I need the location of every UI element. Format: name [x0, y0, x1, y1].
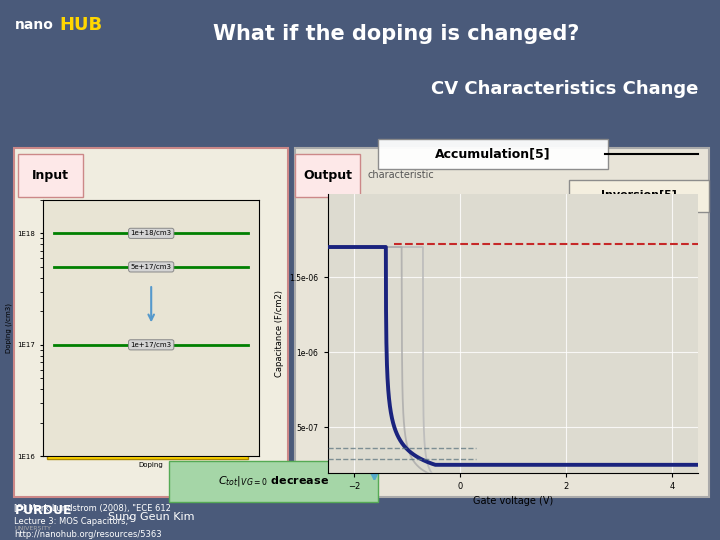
FancyBboxPatch shape — [169, 461, 378, 502]
FancyBboxPatch shape — [461, 410, 659, 442]
FancyBboxPatch shape — [439, 325, 641, 365]
X-axis label: Doping: Doping — [139, 462, 163, 468]
FancyBboxPatch shape — [295, 147, 709, 497]
Y-axis label: Capacitance (F/cm2): Capacitance (F/cm2) — [275, 290, 284, 377]
Text: characteristic: characteristic — [367, 170, 434, 180]
Text: UNIVERSITY: UNIVERSITY — [14, 526, 51, 531]
X-axis label: Gate voltage (V): Gate voltage (V) — [473, 496, 553, 506]
Ellipse shape — [339, 206, 393, 260]
Text: Inversion[5]: Inversion[5] — [601, 190, 678, 200]
Text: Doping decrease: Doping decrease — [89, 431, 207, 444]
FancyBboxPatch shape — [14, 147, 288, 497]
Text: Accumulation[5]: Accumulation[5] — [436, 147, 551, 160]
Text: [5] Mark Lundstrom (2008), "ECE 612
Lecture 3: MOS Capacitors,"
http://nanohub.o: [5] Mark Lundstrom (2008), "ECE 612 Lect… — [14, 504, 171, 539]
FancyBboxPatch shape — [569, 179, 709, 212]
Text: Output: Output — [303, 169, 352, 182]
Text: CV Characteristics Change: CV Characteristics Change — [431, 80, 698, 98]
FancyBboxPatch shape — [47, 416, 248, 459]
FancyBboxPatch shape — [18, 154, 83, 197]
Text: Input: Input — [32, 169, 69, 182]
Text: Depletion [5]: Depletion [5] — [519, 421, 601, 431]
Text: Doping decrease: Doping decrease — [481, 338, 599, 351]
FancyBboxPatch shape — [378, 139, 608, 169]
Y-axis label: Doping (/cm3): Doping (/cm3) — [6, 303, 12, 353]
Text: 1e+18/cm3: 1e+18/cm3 — [130, 231, 172, 237]
Text: nano: nano — [14, 18, 53, 31]
FancyBboxPatch shape — [295, 154, 360, 197]
Text: $C_{tot}|_{VG=0}$ decrease: $C_{tot}|_{VG=0}$ decrease — [218, 474, 329, 488]
Text: 1e+17/cm3: 1e+17/cm3 — [130, 342, 172, 348]
Text: 5e+17/cm3: 5e+17/cm3 — [131, 264, 171, 270]
Text: HUB: HUB — [59, 16, 102, 33]
Text: Sung Geun Kim: Sung Geun Kim — [108, 512, 194, 522]
Text: PURDUE: PURDUE — [14, 504, 72, 517]
Text: What if the doping is changed?: What if the doping is changed? — [213, 24, 579, 44]
